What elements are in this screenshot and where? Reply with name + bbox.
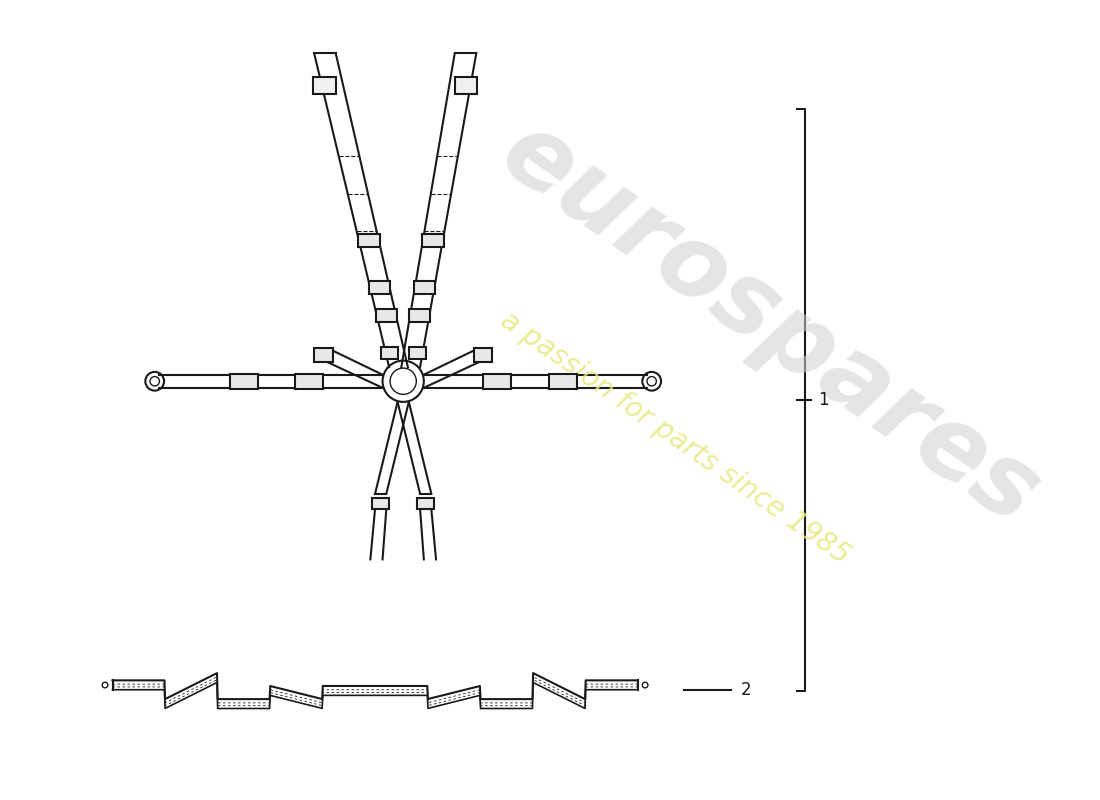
Text: 1: 1 <box>817 391 828 409</box>
Bar <box>549 374 576 389</box>
Bar <box>381 347 397 358</box>
Bar <box>296 374 323 389</box>
Bar <box>376 309 397 322</box>
Bar <box>414 281 436 294</box>
Bar <box>314 78 336 94</box>
Bar <box>483 374 512 389</box>
Bar <box>409 309 430 322</box>
Text: a passion for parts since 1985: a passion for parts since 1985 <box>495 306 855 570</box>
Bar <box>358 234 379 247</box>
Bar <box>473 349 493 362</box>
Bar <box>422 234 443 247</box>
Bar <box>409 347 426 358</box>
Bar <box>417 498 434 509</box>
Text: 2: 2 <box>740 681 751 698</box>
Bar <box>315 349 333 362</box>
Bar <box>372 498 389 509</box>
Bar <box>230 374 257 389</box>
Bar <box>454 78 477 94</box>
Text: eurospares: eurospares <box>482 104 1056 546</box>
Bar <box>370 281 390 294</box>
